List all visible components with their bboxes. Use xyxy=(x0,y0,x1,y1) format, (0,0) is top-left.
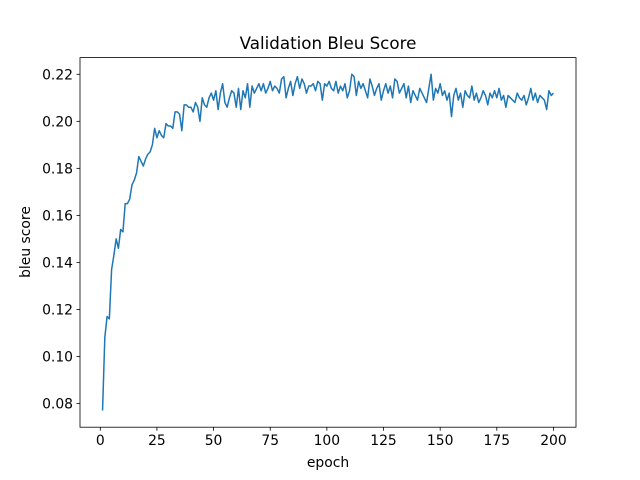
y-tick-label: 0.20 xyxy=(42,114,73,130)
y-tick-label: 0.10 xyxy=(42,349,73,365)
x-tick-label: 75 xyxy=(261,433,279,449)
x-tick-label: 25 xyxy=(148,433,166,449)
x-tick-label: 50 xyxy=(205,433,223,449)
x-tick-label: 0 xyxy=(96,433,105,449)
y-tick-label: 0.22 xyxy=(42,67,73,83)
x-tick-label: 150 xyxy=(427,433,454,449)
y-tick-label: 0.18 xyxy=(42,161,73,177)
y-tick-label: 0.16 xyxy=(42,208,73,224)
plot-frame xyxy=(79,57,577,428)
y-axis-label: bleu score xyxy=(18,206,34,278)
x-tick-label: 125 xyxy=(370,433,397,449)
y-tick-label: 0.12 xyxy=(42,302,73,318)
x-axis-label: epoch xyxy=(307,455,349,471)
x-tick-label: 175 xyxy=(484,433,511,449)
chart-title: Validation Bleu Score xyxy=(240,33,417,53)
y-tick-label: 0.08 xyxy=(42,396,73,412)
x-tick-label: 100 xyxy=(314,433,341,449)
line-series xyxy=(101,73,554,411)
y-tick-label: 0.14 xyxy=(42,255,73,271)
x-tick-label: 200 xyxy=(540,433,567,449)
